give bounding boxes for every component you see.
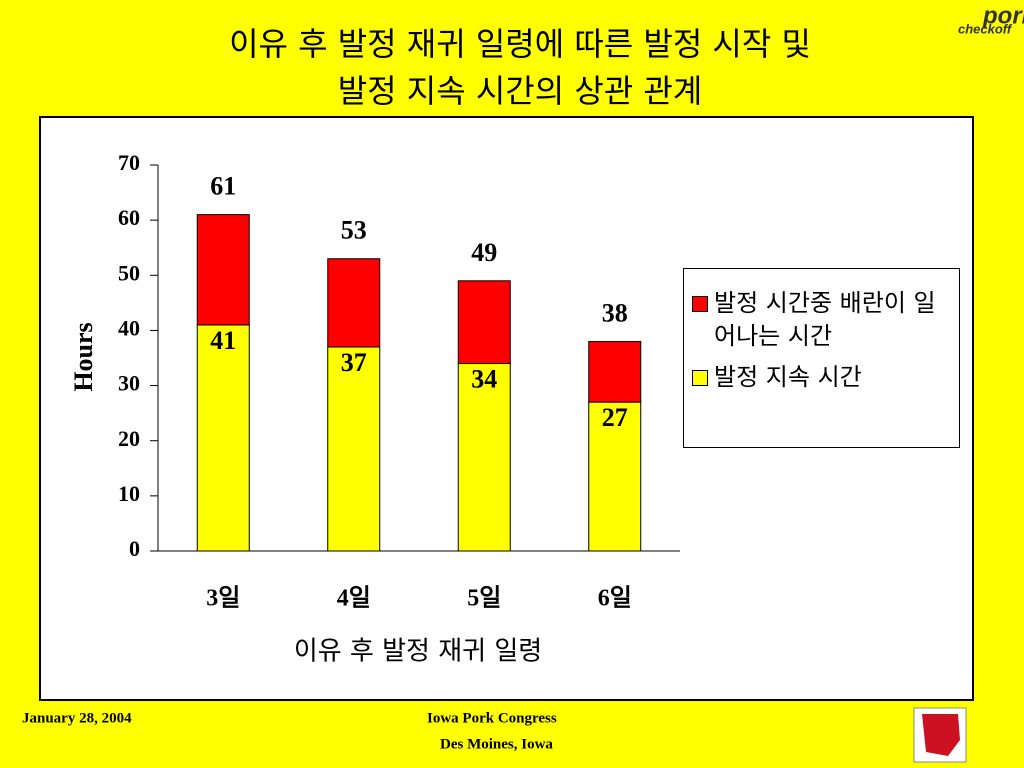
legend-item: 발정 시간중 배란이 일어나는 시간 [692, 287, 959, 353]
y-tick-label: 70 [118, 150, 140, 175]
bar-segment [196, 214, 250, 326]
total-label: 38 [602, 298, 628, 327]
legend-label: 발정 지속 시간 [714, 363, 862, 391]
data-label: 27 [602, 403, 628, 432]
logo-text: checkoff [958, 21, 1013, 36]
bar-segment [457, 280, 511, 365]
y-tick-label: 50 [118, 260, 140, 285]
footer-text: Des Moines, Iowa [440, 736, 553, 752]
chart-title: 발정 지속 시간의 상관 관계 [338, 72, 703, 110]
y-tick-label: 10 [118, 481, 140, 506]
x-tick-label: 6일 [598, 585, 632, 612]
y-tick-label: 60 [118, 205, 140, 230]
bar-segment [327, 346, 381, 552]
y-tick-label: 30 [118, 371, 140, 396]
data-label: 41 [210, 326, 236, 355]
x-tick-label: 4일 [337, 585, 371, 612]
x-axis-title: 이유 후 발정 재귀 일령 [294, 637, 542, 667]
bar-segment [196, 324, 250, 552]
logo-text: pork [982, 2, 1024, 29]
total-label: 49 [471, 238, 497, 267]
total-label: 61 [210, 172, 236, 201]
y-tick-label: 0 [129, 536, 140, 561]
ohio-shape [922, 714, 960, 756]
y-axis-title: Hours [69, 322, 98, 391]
data-label: 34 [471, 364, 497, 393]
legend-swatch [692, 296, 708, 312]
bar-segment [588, 401, 642, 552]
bar-segment [588, 340, 642, 403]
x-tick-label: 3일 [206, 585, 240, 612]
y-tick-label: 20 [118, 426, 140, 451]
total-label: 53 [341, 216, 367, 245]
legend-item: 발정 지속 시간 [692, 361, 959, 394]
legend-swatch [692, 370, 708, 386]
legend-label: 발정 시간중 배란이 일어나는 시간 [714, 289, 936, 350]
data-label: 37 [341, 348, 367, 377]
bar-segment [327, 258, 381, 348]
footer-text: January 28, 2004 [22, 710, 132, 726]
x-tick-label: 5일 [467, 585, 501, 612]
y-tick-label: 40 [118, 315, 140, 340]
bar-segment [457, 363, 511, 552]
chart-title: 이유 후 발정 재귀 일령에 따른 발정 시작 및 [229, 25, 811, 63]
footer-text: Iowa Pork Congress [427, 710, 557, 726]
